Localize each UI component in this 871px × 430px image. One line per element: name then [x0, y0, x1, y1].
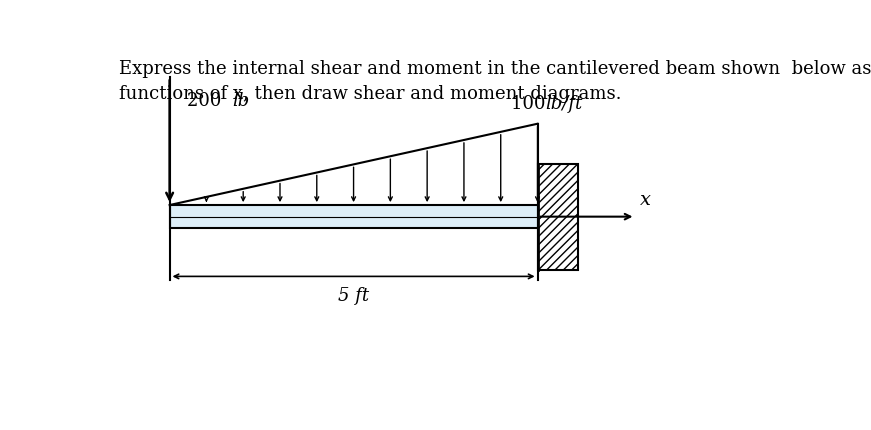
Text: lb/ft: lb/ft — [545, 95, 583, 113]
Text: 100: 100 — [510, 95, 550, 113]
Bar — [170, 206, 537, 229]
Text: functions of x, then draw shear and moment diagrams.: functions of x, then draw shear and mome… — [119, 85, 622, 103]
Text: lb: lb — [233, 91, 250, 109]
Bar — [537, 164, 578, 270]
Text: Express the internal shear and moment in the cantilevered beam shown  below as: Express the internal shear and moment in… — [119, 60, 871, 78]
Text: 5 ft: 5 ft — [338, 287, 369, 304]
Text: 200: 200 — [186, 91, 226, 109]
Text: x: x — [640, 191, 652, 209]
